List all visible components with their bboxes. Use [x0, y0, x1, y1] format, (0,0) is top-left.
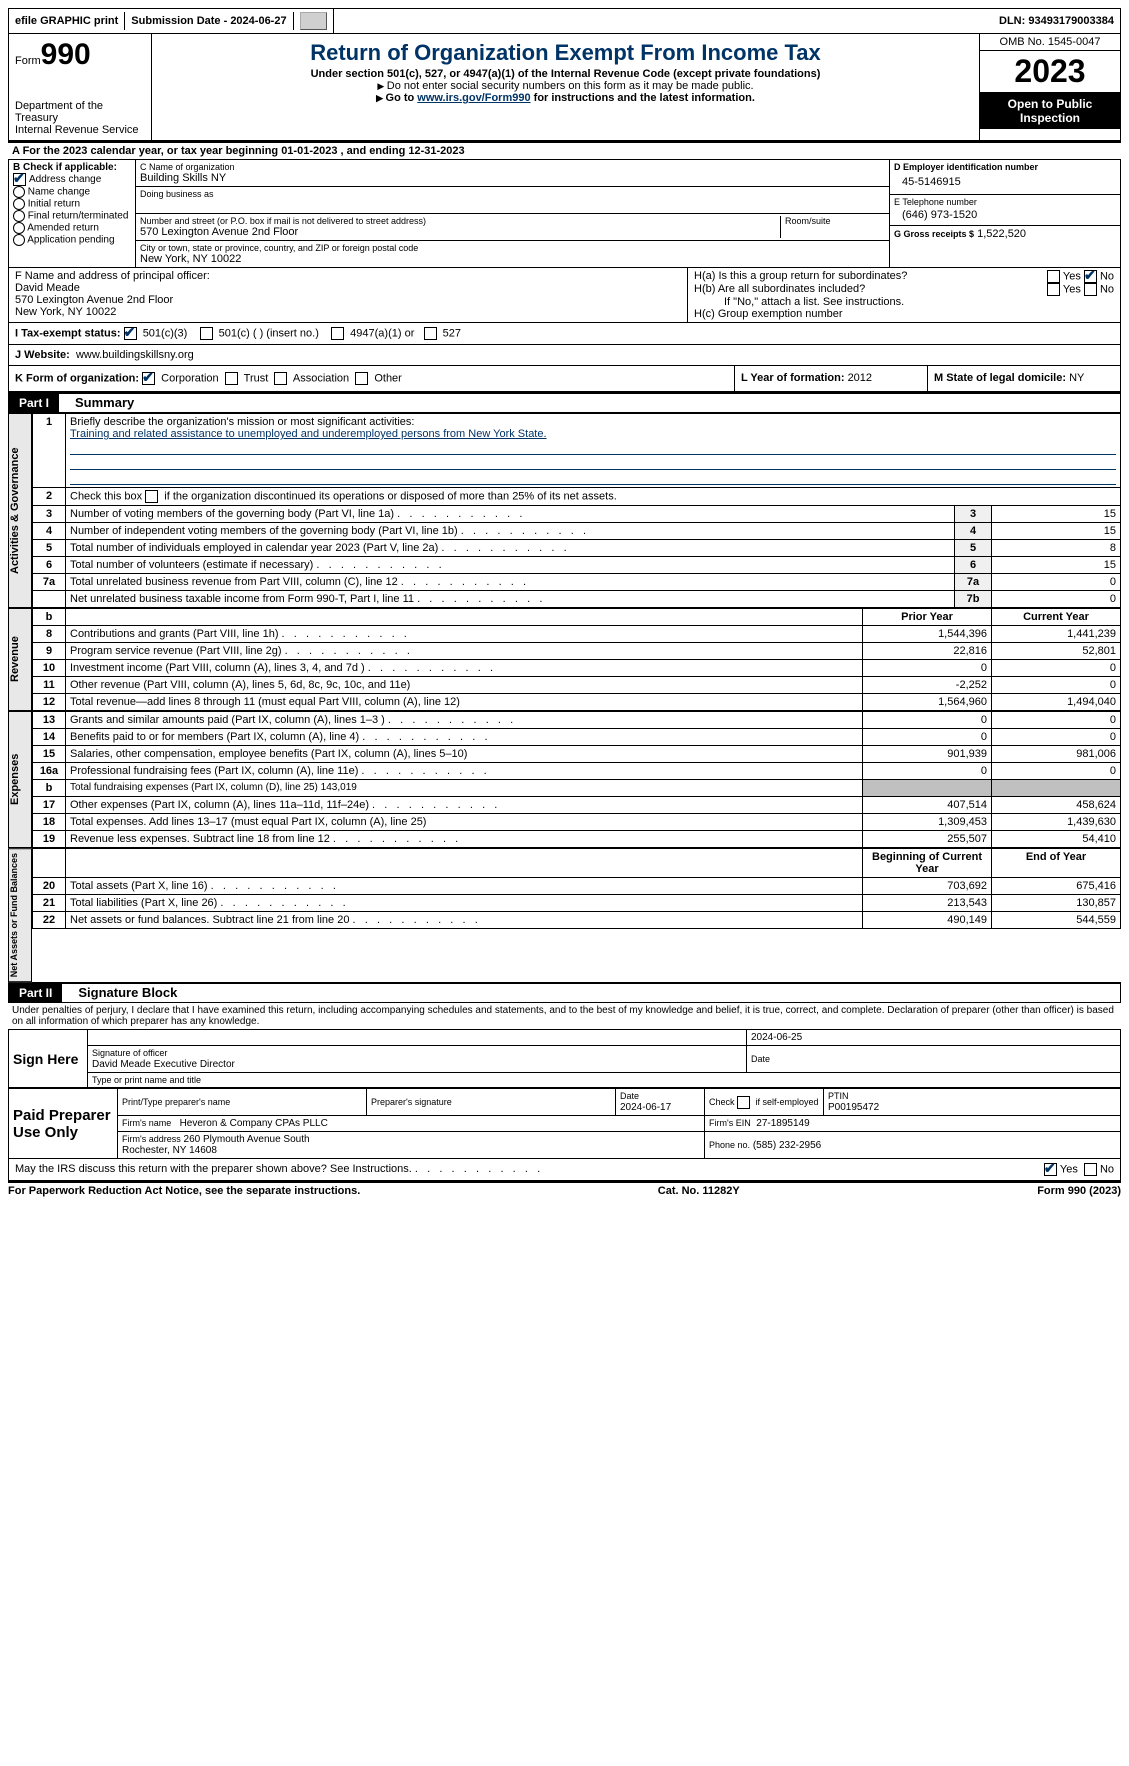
vert-governance: Activities & Governance	[8, 413, 32, 608]
chk-initial[interactable]	[13, 198, 25, 210]
top-bar: efile GRAPHIC print Submission Date - 20…	[8, 8, 1121, 34]
entity-info: B Check if applicable: Address change Na…	[8, 160, 1121, 268]
org-address: 570 Lexington Avenue 2nd Floor	[140, 226, 780, 238]
chk-other[interactable]	[355, 372, 368, 385]
website-value: www.buildingskillsny.org	[76, 349, 194, 361]
chk-name-change[interactable]	[13, 186, 25, 198]
footer: For Paperwork Reduction Act Notice, see …	[8, 1181, 1121, 1199]
chk-amended[interactable]	[13, 222, 25, 234]
form-subtitle: Under section 501(c), 527, or 4947(a)(1)…	[158, 68, 973, 80]
chk-final[interactable]	[13, 210, 25, 222]
ha-no[interactable]	[1084, 270, 1097, 283]
officer-group-info: F Name and address of principal officer:…	[8, 268, 1121, 323]
discuss-row: May the IRS discuss this return with the…	[8, 1159, 1121, 1181]
form-title: Return of Organization Exempt From Incom…	[158, 40, 973, 66]
chk-501c[interactable]	[200, 327, 213, 340]
dln: DLN: 93493179003384	[993, 12, 1120, 30]
chk-self-employed[interactable]	[737, 1096, 750, 1109]
chk-trust[interactable]	[225, 372, 238, 385]
section-a: A For the 2023 calendar year, or tax yea…	[8, 141, 1121, 160]
ha-yes[interactable]	[1047, 270, 1060, 283]
chk-527[interactable]	[424, 327, 437, 340]
vert-revenue: Revenue	[8, 608, 32, 711]
omb-number: OMB No. 1545-0047	[980, 34, 1120, 51]
preparer-table: Paid Preparer Use Only Print/Type prepar…	[8, 1088, 1121, 1159]
org-name: Building Skills NY	[140, 172, 885, 184]
discuss-no[interactable]	[1084, 1163, 1097, 1176]
perjury-statement: Under penalties of perjury, I declare th…	[8, 1003, 1121, 1029]
signature-table: Sign Here 2024-06-25 Signature of office…	[8, 1029, 1121, 1088]
open-inspection: Open to Public Inspection	[980, 93, 1120, 129]
revenue-table: bPrior YearCurrent Year 8Contributions a…	[32, 608, 1121, 711]
part-2: Part IISignature Block	[8, 982, 1121, 1003]
form-header: Form990 Department of the Treasury Inter…	[8, 34, 1121, 141]
hb-yes[interactable]	[1047, 283, 1060, 296]
discuss-yes[interactable]	[1044, 1163, 1057, 1176]
firm-name: Heveron & Company CPAs PLLC	[180, 1118, 328, 1129]
chk-corp[interactable]	[142, 372, 155, 385]
efile-print: efile GRAPHIC print	[9, 12, 125, 30]
irs-link[interactable]: www.irs.gov/Form990	[417, 92, 530, 104]
part-1: Part ISummary	[8, 392, 1121, 413]
submission-date: Submission Date - 2024-06-27	[125, 12, 293, 30]
gross-receipts: 1,522,520	[977, 228, 1026, 240]
chk-address-change[interactable]	[13, 173, 26, 186]
officer-sig-name: David Meade Executive Director	[92, 1059, 235, 1070]
netassets-table: Beginning of Current YearEnd of Year 20T…	[32, 848, 1121, 929]
blank-button-1[interactable]	[300, 12, 327, 30]
org-city: New York, NY 10022	[140, 253, 885, 265]
klm-row: K Form of organization: Corporation Trus…	[8, 366, 1121, 392]
tax-exempt-row: I Tax-exempt status: 501(c)(3) 501(c) ( …	[8, 323, 1121, 345]
hb-no[interactable]	[1084, 283, 1097, 296]
chk-501c3[interactable]	[124, 327, 137, 340]
mission-text: Training and related assistance to unemp…	[70, 428, 547, 440]
website-row: J Website: www.buildingskillsny.org	[8, 345, 1121, 366]
chk-4947[interactable]	[331, 327, 344, 340]
vert-expenses: Expenses	[8, 711, 32, 848]
governance-table: 1 Briefly describe the organization's mi…	[32, 413, 1121, 608]
chk-app-pending[interactable]	[13, 234, 25, 246]
officer-name: David Meade	[15, 282, 681, 294]
vert-netassets: Net Assets or Fund Balances	[8, 848, 32, 982]
phone: (646) 973-1520	[894, 207, 1116, 223]
expenses-table: 13Grants and similar amounts paid (Part …	[32, 711, 1121, 848]
chk-assoc[interactable]	[274, 372, 287, 385]
note-1: Do not enter social security numbers on …	[158, 80, 973, 92]
tax-year: 2023	[980, 51, 1120, 93]
ein: 45-5146915	[894, 172, 1116, 192]
dept-label: Department of the Treasury Internal Reve…	[15, 100, 145, 136]
chk-discontinued[interactable]	[145, 490, 158, 503]
